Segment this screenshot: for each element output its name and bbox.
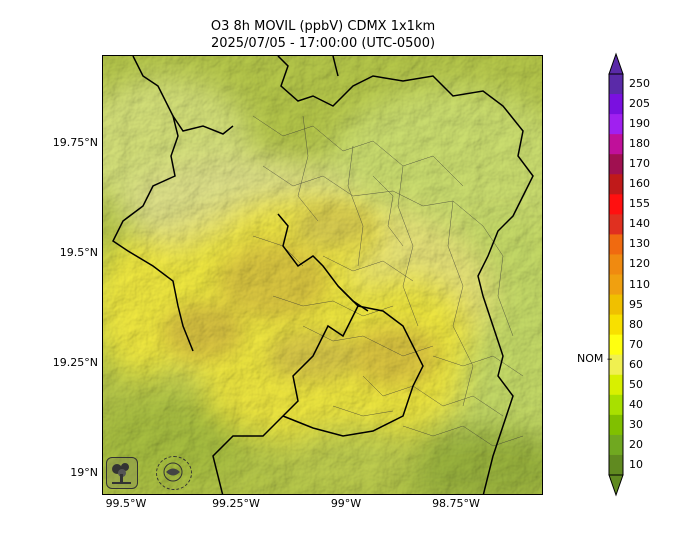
colorbar-band: [609, 194, 623, 215]
colorbar-tick-label: 95: [629, 297, 643, 311]
colorbar-band: [609, 294, 623, 316]
x-tick-label: 99.5°W: [105, 497, 147, 510]
colorbar-svg: [608, 52, 624, 497]
colorbar-band: [609, 214, 623, 235]
colorbar-tick-label: 250: [629, 77, 650, 91]
colorbar-tick-label: 130: [629, 237, 650, 251]
colorbar-band: [609, 414, 623, 436]
terrain-relief: [103, 56, 542, 494]
colorbar-band: [609, 134, 623, 155]
colorbar-border: [608, 73, 624, 476]
y-tick-label: 19.5°N: [59, 246, 98, 259]
colorbar-band: [609, 154, 623, 175]
ozone-map[interactable]: [102, 55, 543, 495]
colorbar-tick-label: 120: [629, 257, 650, 271]
y-tick-label: 19.75°N: [52, 136, 98, 149]
state-boundaries: [112, 56, 534, 494]
x-tick-label: 99.25°W: [212, 497, 260, 510]
colorbar-tick-label: 140: [629, 217, 650, 231]
map-title: O3 8h MOVIL (ppbV) CDMX 1x1km 2025/07/05…: [100, 18, 546, 52]
colorbar-tick-label: 80: [629, 317, 643, 331]
calidad-aire-logo: [156, 456, 192, 490]
colorbar-band: [609, 74, 623, 95]
colorbar-band: [609, 354, 623, 376]
colorbar-tick-label: 40: [629, 397, 643, 411]
colorbar-tick-label: 160: [629, 177, 650, 191]
colorbar-tick-label: 110: [629, 277, 650, 291]
colorbar-tick-label: 70: [629, 337, 643, 351]
colorbar-bottom-arrow: [608, 474, 624, 497]
colorbar-band: [609, 454, 623, 476]
colorbar-top-arrow: [608, 52, 624, 75]
nom-label: NOM –: [577, 352, 613, 365]
colorbar-tick-label: 190: [629, 117, 650, 131]
colorbar-tick-label: 170: [629, 157, 650, 171]
colorbar-tick-label: 180: [629, 137, 650, 151]
colorbar-tick-label: 60: [629, 357, 643, 371]
colorbar: [600, 48, 680, 508]
x-tick-label: 98.75°W: [432, 497, 480, 510]
colorbar-tick-label: 205: [629, 97, 650, 111]
colorbar-band: [609, 114, 623, 135]
municipal-boundaries: [252, 115, 524, 447]
colorbar-tick-label: 30: [629, 417, 643, 431]
y-tick-label: 19°N: [70, 466, 98, 479]
colorbar-tick-label: 10: [629, 457, 643, 471]
sedema-logo: [106, 457, 138, 489]
colorbar-band: [609, 94, 623, 115]
colorbar-band: [609, 174, 623, 195]
colorbar-tick-label: 155: [629, 197, 650, 211]
colorbar-tick-label: 20: [629, 437, 643, 451]
colorbar-band: [609, 374, 623, 396]
x-tick-label: 99°W: [330, 497, 362, 510]
title-line-2: 2025/07/05 - 17:00:00 (UTC-0500): [210, 36, 436, 51]
colorbar-band: [609, 434, 623, 456]
colorbar-tick-label: 50: [629, 377, 643, 391]
colorbar-band: [609, 254, 623, 275]
title-line-1: O3 8h MOVIL (ppbV) CDMX 1x1km: [210, 19, 436, 34]
colorbar-band: [609, 234, 623, 255]
colorbar-band: [609, 314, 623, 336]
colorbar-band: [609, 394, 623, 416]
colorbar-band: [609, 274, 623, 296]
map-canvas: [103, 56, 542, 494]
y-tick-label: 19.25°N: [52, 356, 98, 369]
colorbar-band: [609, 334, 623, 356]
